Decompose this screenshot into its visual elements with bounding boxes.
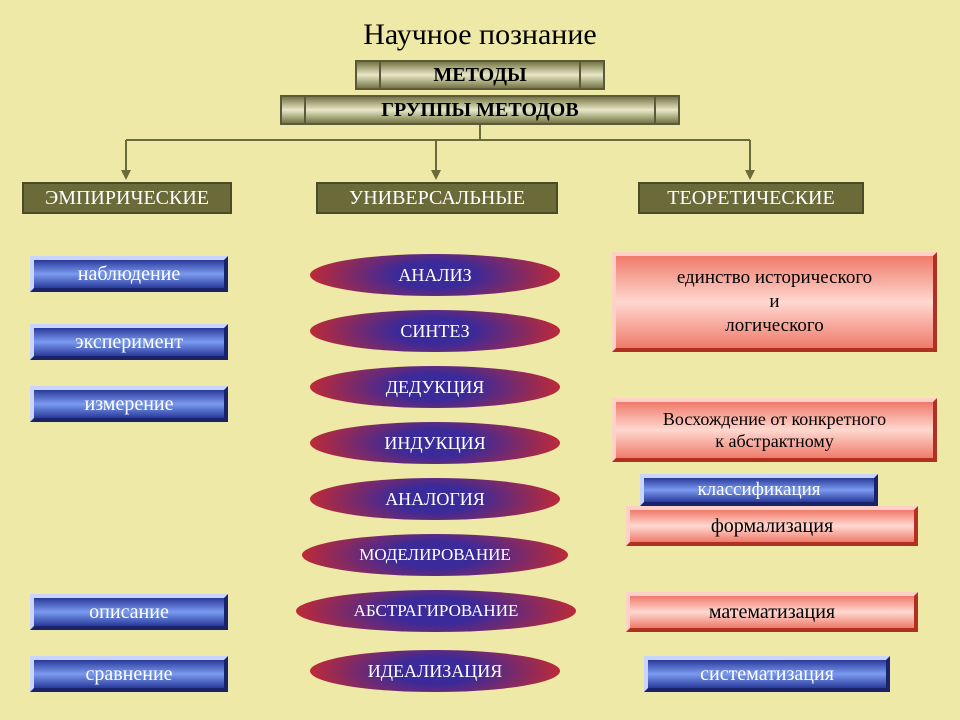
- category-empirical: ЭМПИРИЧЕСКИЕ: [22, 182, 232, 214]
- header-methods: МЕТОДЫ: [355, 60, 605, 90]
- universal-item: СИНТЕЗ: [310, 310, 560, 352]
- header-cap-left: [357, 62, 381, 88]
- header-label: МЕТОДЫ: [381, 62, 579, 88]
- universal-item: ИНДУКЦИЯ: [310, 422, 560, 464]
- header-cap-left: [282, 97, 306, 123]
- theoretical-item: систематизация: [644, 656, 890, 692]
- theoretical-item: математизация: [626, 592, 918, 632]
- diagram-canvas: Научное познание МЕТОДЫ ГРУППЫ МЕТОДОВ ЭМПИ…: [0, 0, 960, 720]
- theoretical-item: единство исторического и логического: [612, 252, 937, 352]
- theoretical-item: формализация: [626, 506, 918, 546]
- category-theoretical: ТЕОРЕТИЧЕСКИЕ: [638, 182, 864, 214]
- header-cap-right: [579, 62, 603, 88]
- header-label: ГРУППЫ МЕТОДОВ: [306, 97, 654, 123]
- universal-item: МОДЕЛИРОВАНИЕ: [302, 534, 568, 576]
- universal-item: ИДЕАЛИЗАЦИЯ: [310, 650, 560, 692]
- empirical-item: эксперимент: [30, 324, 228, 360]
- empirical-item: сравнение: [30, 656, 228, 692]
- header-cap-right: [654, 97, 678, 123]
- universal-item: ДЕДУКЦИЯ: [310, 366, 560, 408]
- universal-item: АНАЛОГИЯ: [310, 478, 560, 520]
- theoretical-item: Восхождение от конкретного к абстрактном…: [612, 398, 937, 462]
- universal-item: АНАЛИЗ: [310, 254, 560, 296]
- theoretical-item: классификация: [640, 474, 878, 506]
- diagram-title: Научное познание: [0, 18, 960, 52]
- empirical-item: измерение: [30, 386, 228, 422]
- universal-item: АБСТРАГИРОВАНИЕ: [296, 590, 576, 632]
- header-groups: ГРУППЫ МЕТОДОВ: [280, 95, 680, 125]
- category-universal: УНИВЕРСАЛЬНЫЕ: [316, 182, 558, 214]
- empirical-item: описание: [30, 594, 228, 630]
- empirical-item: наблюдение: [30, 256, 228, 292]
